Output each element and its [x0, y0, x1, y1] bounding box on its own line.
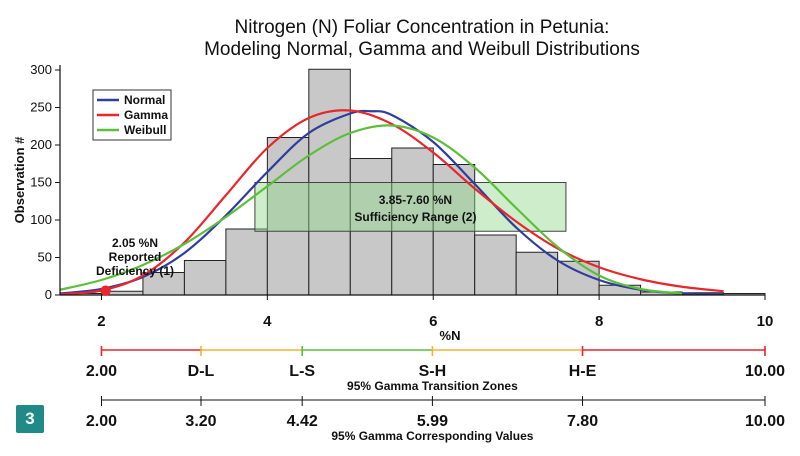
corresponding-values-caption: 95% Gamma Corresponding Values: [331, 429, 533, 443]
deficiency-value: 2.05 %N: [112, 236, 158, 250]
value-label: 10.00: [745, 413, 785, 430]
legend-label-normal: Normal: [124, 93, 165, 107]
transition-zones-caption: 95% Gamma Transition Zones: [347, 379, 518, 393]
chart-title: Nitrogen (N) Foliar Concentration in Pet…: [235, 17, 610, 38]
value-label: 7.80: [567, 413, 598, 430]
zone-label: 10.00: [745, 363, 785, 380]
sufficiency-range-value: 3.85-7.60 %N: [379, 193, 452, 207]
zone-label: 2.00: [86, 363, 117, 380]
chart-subtitle: Modeling Normal, Gamma and Weibull Distr…: [204, 39, 640, 60]
axes: 0 50 100 150 200 250 300 2 4 6 8 10: [30, 62, 773, 330]
y-axis-label: Observation #: [12, 136, 27, 223]
zone-label: D-L: [188, 363, 215, 380]
sufficiency-range-label: Sufficiency Range (2): [354, 210, 476, 224]
y-tick-label: 0: [45, 287, 52, 302]
zone-label: S-H: [419, 363, 447, 380]
corresponding-values: 2.00 3.20 4.42 5.99 7.80 10.00 95% Gamma Corre…: [86, 396, 785, 443]
histogram-bar: [183, 260, 227, 296]
histogram-bar: [349, 158, 393, 296]
legend-label-gamma: Gamma: [124, 108, 168, 122]
y-tick-label: 300: [30, 62, 52, 77]
figure-number-badge: 3: [16, 405, 44, 433]
deficiency-ref: Deficiency (1): [96, 264, 174, 278]
legend-label-weibull: Weibull: [124, 123, 166, 137]
deficiency-label: Reported: [109, 250, 162, 264]
curve-weibull: [59, 124, 683, 295]
x-tick-label: 8: [595, 313, 603, 330]
deficiency-marker: [100, 285, 111, 296]
zone-label: L-S: [289, 363, 315, 380]
y-tick-label: 200: [30, 137, 52, 152]
y-tick-label: 100: [30, 212, 52, 227]
x-axis-label: %N: [440, 328, 461, 343]
zone-label: H-E: [569, 363, 597, 380]
x-tick-label: 2: [97, 313, 105, 330]
histogram-bar: [474, 234, 517, 296]
y-tick-label: 150: [30, 175, 52, 190]
value-label: 5.99: [417, 413, 448, 430]
x-tick-label: 6: [429, 313, 437, 330]
transition-zones: 2.00 D-L L-S S-H H-E 10.00 95% Gamma Transitio…: [86, 346, 785, 393]
value-label: 2.00: [86, 413, 117, 430]
y-tick-label: 50: [38, 250, 52, 265]
value-label: 3.20: [185, 413, 216, 430]
value-label: 4.42: [287, 413, 318, 430]
curve-normal: [59, 109, 724, 296]
curve-gamma: [59, 109, 724, 296]
histogram-bar: [391, 147, 434, 296]
x-tick-label: 4: [263, 313, 272, 330]
histogram-bar: [225, 228, 268, 296]
histogram-bar: [515, 251, 559, 296]
y-tick-label: 250: [30, 100, 52, 115]
x-tick-label: 10: [757, 313, 774, 330]
distribution-curves: [59, 109, 724, 296]
